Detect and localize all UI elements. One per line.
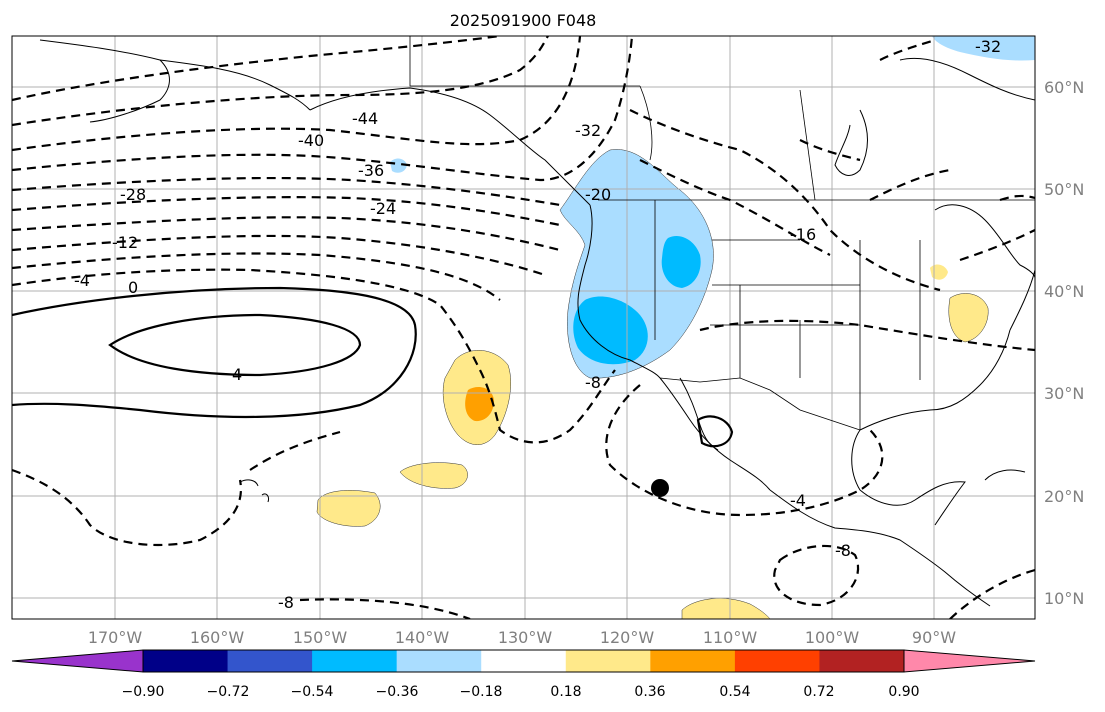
storm-center-marker [651,479,669,497]
zero-contour [12,286,734,448]
colorbar: −0.90 −0.72 −0.54 −0.36 −0.18 0.18 0.36 … [11,649,1036,700]
contour-label: 0 [128,278,138,297]
longitude-tick-label: 140°W [395,628,450,647]
colorbar-segment [650,650,736,672]
colorbar-tick-label: 0.36 [634,684,665,700]
contour-label: -4 [790,491,806,510]
colorbar-segments [12,650,1035,672]
positive-anomaly-1-core [465,387,494,422]
longitude-tick-label: 160°W [190,628,245,647]
colorbar-tick-label: 0.18 [550,684,581,700]
colorbar-tick-label: 0.90 [888,684,919,700]
colorbar-ticks: −0.90 −0.72 −0.54 −0.36 −0.18 0.18 0.36 … [122,684,920,700]
positive-anomaly-2 [399,462,468,489]
contour-label: -12 [112,233,138,252]
colorbar-segment [819,650,905,672]
latitude-tick-label: 50°N [1044,180,1084,199]
strong-negative-anomaly-1 [573,296,648,365]
gridlines [12,36,1035,619]
contour-lines [12,36,1035,619]
map-frame [11,35,1036,620]
latitude-tick-label: 10°N [1044,589,1084,608]
latitude-axis: 60°N 50°N 40°N 30°N 20°N 10°N [1044,78,1084,608]
colorbar-segment [734,650,820,672]
contour-label: -8 [585,373,601,392]
colorbar-tick-label: −0.54 [291,684,334,700]
contour-label: -32 [575,121,601,140]
longitude-tick-label: 150°W [293,628,348,647]
colorbar-segment [904,650,1035,672]
negative-anomaly-alaska [932,36,1035,61]
contour-label: -44 [352,109,378,128]
contour-label: -40 [298,131,324,150]
colorbar-tick-label: −0.90 [122,684,165,700]
longitude-tick-label: 120°W [600,628,655,647]
colorbar-segment [312,650,398,672]
contour-label: -32 [975,37,1001,56]
latitude-tick-label: 40°N [1044,282,1084,301]
colorbar-tick-label: 0.72 [803,684,834,700]
latitude-tick-label: 20°N [1044,487,1084,506]
contour-label: -36 [358,161,384,180]
contour-label: -4 [74,271,90,290]
longitude-tick-label: 90°W [912,628,956,647]
filled-anomalies [316,36,1035,619]
longitude-tick-label: 100°W [805,628,860,647]
longitude-tick-label: 110°W [703,628,758,647]
colorbar-tick-label: −0.36 [376,684,419,700]
longitude-tick-label: 170°W [88,628,143,647]
colorbar-segment [143,650,229,672]
contour-label: -8 [278,593,294,612]
political-boundaries [409,36,1035,431]
latitude-tick-label: 30°N [1044,384,1084,403]
colorbar-tick-label: 0.54 [719,684,750,700]
colorbar-segment [396,650,482,672]
negative-anomaly-small [390,158,407,173]
longitude-axis: 170°W 160°W 150°W 140°W 130°W 120°W 110°… [88,628,956,647]
colorbar-frame [142,649,905,673]
contour-label: -24 [370,199,396,218]
contour-label: -20 [585,185,611,204]
contour-label: 4 [232,365,242,384]
contour-label: -16 [790,225,816,244]
figure-title: 2025091900 F048 [450,11,597,30]
colorbar-tick-label: −0.18 [460,684,503,700]
contour-label-group: -44 -40 -36 -32 -28 -24 -20 -16 -12 -8 -… [74,37,1001,612]
colorbar-segment [12,650,143,672]
colorbar-segment [227,650,313,672]
contour-label: -28 [120,185,146,204]
positive-anomaly-4 [948,293,989,343]
positive-anomaly-3 [316,490,381,527]
latitude-tick-label: 60°N [1044,78,1084,97]
colorbar-segment [481,650,567,672]
longitude-tick-label: 130°W [498,628,553,647]
colorbar-segment [565,650,651,672]
colorbar-tick-label: −0.72 [207,684,250,700]
contour-label: -8 [835,541,851,560]
strong-negative-anomaly-2 [661,235,701,288]
map-panel: -44 -40 -36 -32 -28 -24 -20 -16 -12 -8 -… [12,36,1035,619]
